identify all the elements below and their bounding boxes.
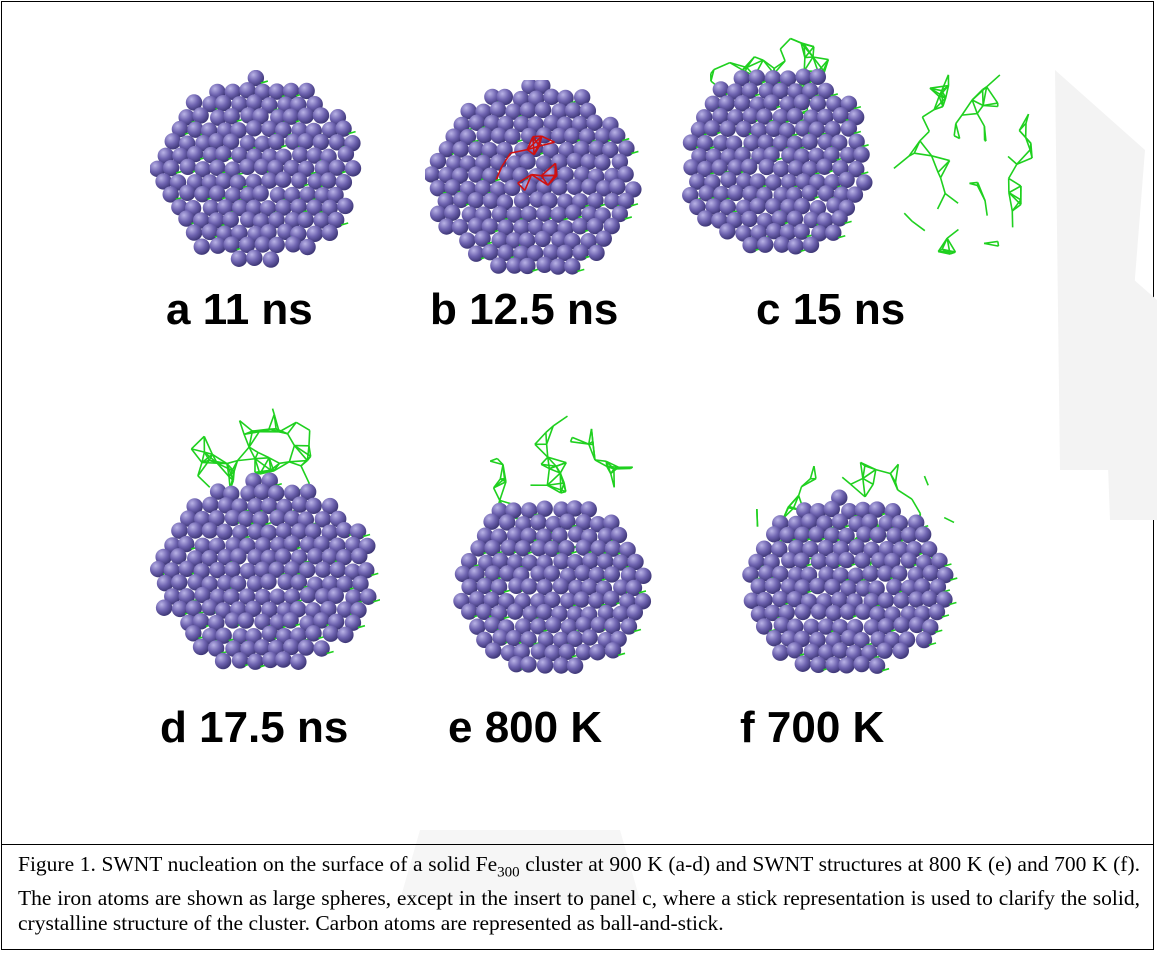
iron-cluster-e <box>453 415 652 674</box>
iron-cluster-f <box>742 461 958 674</box>
iron-cluster-d <box>150 408 380 670</box>
iron-atoms <box>742 489 958 674</box>
panel-label-a: a 11 ns <box>166 285 313 334</box>
figure-caption: Figure 1. SWNT nucleation on the surface… <box>18 852 1140 937</box>
panel-label-e: e 800 K <box>448 703 603 752</box>
panel-d-image <box>150 400 380 675</box>
iron-atoms <box>682 68 873 255</box>
caption-lead: Figure 1. SWNT nucleation on the surface… <box>18 852 498 876</box>
iron-atoms <box>425 80 642 275</box>
caption-divider <box>1 844 1154 845</box>
caption-subscript: 300 <box>497 864 520 881</box>
iron-cluster-a <box>150 70 362 268</box>
iron-cluster-b <box>425 80 642 275</box>
panel-label-d: d 17.5 ns <box>160 703 349 752</box>
panel-label-b: b 12.5 ns <box>430 285 619 334</box>
caption-rest: cluster at 900 K (a-d) and SWNT structur… <box>18 852 1140 936</box>
carbon-network <box>893 74 1033 255</box>
carbon-network <box>190 408 312 495</box>
panel-b-image <box>425 80 645 280</box>
carbon-network <box>489 415 634 550</box>
panel-f-image <box>735 450 965 680</box>
panel-c-image <box>680 20 1050 260</box>
carbon-network <box>495 135 558 191</box>
panel-label-c: c 15 ns <box>756 285 906 334</box>
panel-e-image <box>450 400 665 675</box>
iron-cluster-c <box>682 37 1033 255</box>
iron-atoms <box>150 70 362 268</box>
iron-atoms <box>453 500 652 674</box>
panel-a-image <box>150 70 365 270</box>
iron-atoms <box>150 472 380 670</box>
panel-label-f: f 700 K <box>740 703 885 752</box>
